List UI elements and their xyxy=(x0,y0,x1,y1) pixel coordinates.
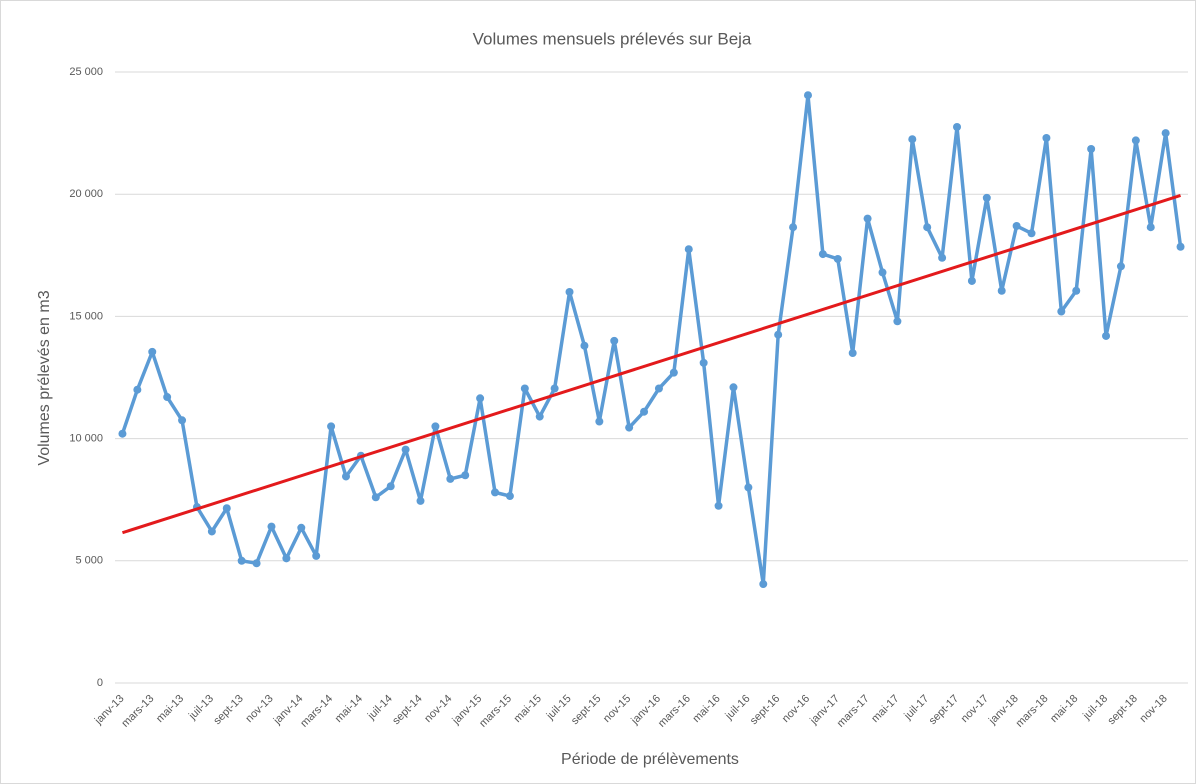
x-axis-label: Période de prélèvements xyxy=(561,751,739,768)
data-point xyxy=(565,287,574,296)
data-point xyxy=(312,551,321,560)
data-point xyxy=(535,412,544,421)
data-point xyxy=(625,423,634,432)
data-point xyxy=(222,504,231,513)
chart-title: Volumes mensuels prélevés sur Beja xyxy=(473,29,752,48)
y-tick-label: 0 xyxy=(97,677,103,689)
y-axis-label: Volumes prélevés en m3 xyxy=(36,290,53,465)
data-point xyxy=(505,492,514,501)
data-point xyxy=(1057,307,1066,316)
data-point xyxy=(1102,331,1111,340)
y-tick-label: 5 000 xyxy=(75,555,103,567)
data-point xyxy=(699,358,708,367)
data-point xyxy=(833,254,842,263)
data-point xyxy=(953,122,962,131)
data-point xyxy=(908,135,917,144)
data-point xyxy=(267,522,276,531)
data-point xyxy=(163,393,172,402)
data-point xyxy=(729,383,738,392)
data-point xyxy=(431,422,440,431)
data-point xyxy=(878,268,887,277)
data-point xyxy=(938,253,947,262)
y-tick-label: 25 000 xyxy=(69,66,103,78)
data-point xyxy=(774,330,783,339)
data-point xyxy=(297,523,306,532)
data-point xyxy=(476,394,485,403)
data-point xyxy=(118,429,127,438)
data-point xyxy=(923,223,932,232)
data-point xyxy=(714,501,723,510)
data-point xyxy=(341,472,350,481)
data-point xyxy=(178,416,187,425)
data-point xyxy=(818,250,827,259)
data-point xyxy=(252,559,261,568)
data-point xyxy=(207,527,216,536)
data-point xyxy=(1042,133,1051,142)
y-tick-label: 15 000 xyxy=(69,310,103,322)
data-point xyxy=(1116,262,1125,271)
data-point xyxy=(654,384,663,393)
data-point xyxy=(1146,223,1155,232)
data-point xyxy=(282,554,291,563)
data-point xyxy=(550,384,559,393)
data-point xyxy=(1087,144,1096,153)
data-point xyxy=(371,493,380,502)
data-point xyxy=(640,407,649,416)
data-point xyxy=(759,580,768,589)
data-point xyxy=(446,474,455,483)
data-point xyxy=(744,483,753,492)
data-point xyxy=(237,556,246,565)
data-point xyxy=(610,336,619,345)
data-point xyxy=(669,368,678,377)
data-point xyxy=(982,193,991,202)
data-point xyxy=(1176,242,1185,251)
y-tick-label: 10 000 xyxy=(69,433,103,445)
data-point xyxy=(327,422,336,431)
data-point xyxy=(491,488,500,497)
data-point xyxy=(997,286,1006,295)
data-point xyxy=(1161,129,1170,138)
data-point xyxy=(803,91,812,100)
data-line xyxy=(120,93,1183,586)
y-tick-label: 20 000 xyxy=(69,188,103,200)
data-point xyxy=(133,385,142,394)
data-point xyxy=(684,245,693,254)
data-point xyxy=(461,471,470,480)
data-point xyxy=(595,417,604,426)
data-point xyxy=(416,496,425,505)
data-point xyxy=(148,347,157,356)
data-point xyxy=(1027,229,1036,238)
data-point xyxy=(386,482,395,491)
data-point xyxy=(401,445,410,454)
trend-line xyxy=(121,193,1182,535)
data-point xyxy=(789,223,798,232)
data-point xyxy=(848,349,857,358)
data-point xyxy=(967,276,976,285)
data-point xyxy=(520,384,529,393)
data-point xyxy=(1012,221,1021,230)
data-point xyxy=(863,214,872,223)
data-point xyxy=(580,341,589,350)
data-point xyxy=(893,317,902,326)
data-point xyxy=(1072,286,1081,295)
data-point xyxy=(1131,136,1140,145)
